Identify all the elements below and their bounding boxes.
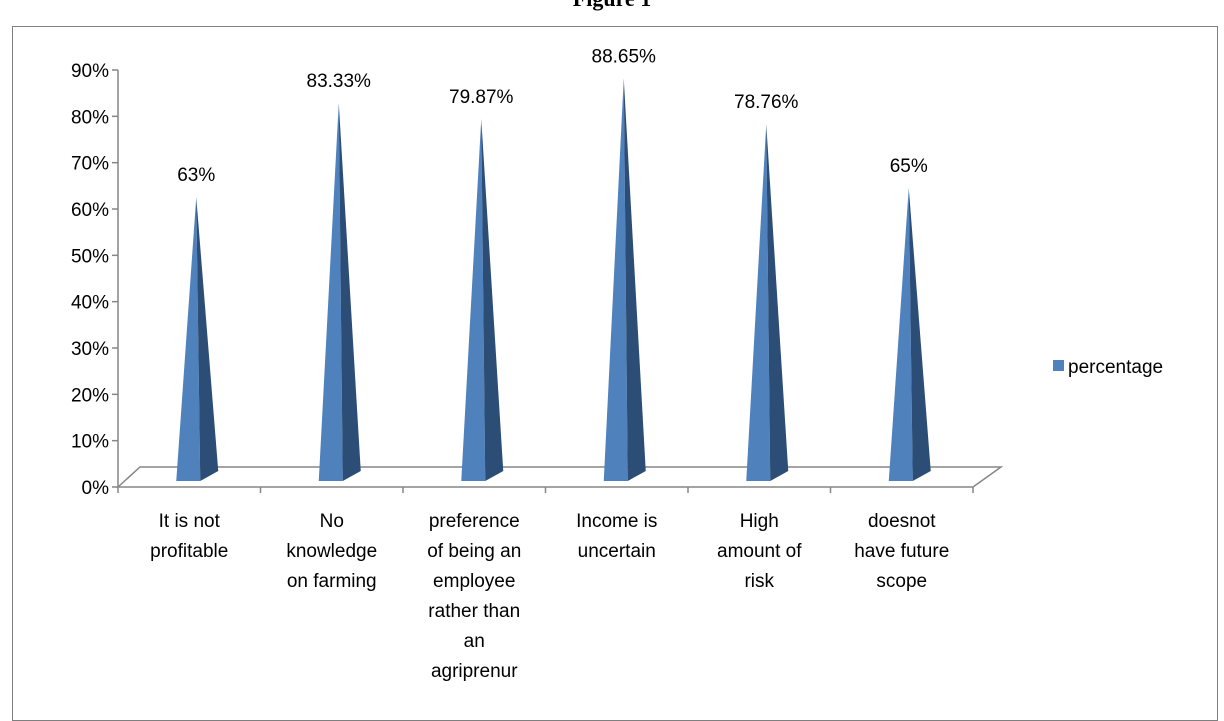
y-tick-label: 70% xyxy=(71,154,109,175)
bar-side-face xyxy=(766,124,789,481)
y-tick-label: 40% xyxy=(71,293,109,314)
y-tick-label: 30% xyxy=(71,339,109,360)
y-tick-label: 80% xyxy=(71,107,109,128)
y-tick-label: 20% xyxy=(71,385,109,406)
bar-front-face xyxy=(888,187,913,482)
data-label: 83.33% xyxy=(307,71,372,92)
bar-front-face xyxy=(318,102,343,482)
bar-side-face xyxy=(481,118,504,481)
bar-side-face xyxy=(908,187,931,482)
legend-marker xyxy=(1053,360,1064,371)
legend-label: percentage xyxy=(1068,357,1163,378)
bar xyxy=(318,102,361,482)
bar-front-face xyxy=(461,118,486,481)
y-tick-label: 50% xyxy=(71,246,109,267)
bar-front-face xyxy=(603,78,628,481)
data-label: 63% xyxy=(177,165,215,186)
bar xyxy=(888,187,931,482)
category-label: preference of being an employee rather than… xyxy=(427,511,521,682)
chart-floor xyxy=(116,466,1004,488)
category-label: It is not profitable xyxy=(150,511,228,562)
y-tick-label: 60% xyxy=(71,200,109,221)
data-label: 88.65% xyxy=(592,46,657,67)
bar-side-face xyxy=(338,102,361,482)
bar-side-face xyxy=(196,197,219,481)
y-tick-label: 90% xyxy=(71,61,109,82)
data-label: 79.87% xyxy=(449,87,514,108)
bar-front-face xyxy=(176,197,201,481)
category-label: High amount of risk xyxy=(717,511,802,592)
bar xyxy=(746,124,789,481)
data-label: 65% xyxy=(890,156,928,177)
y-tick-label: 10% xyxy=(71,432,109,453)
figure-caption: Figure 1 xyxy=(0,0,1224,12)
data-label: 78.76% xyxy=(734,92,799,113)
bar xyxy=(461,118,504,481)
bar xyxy=(176,197,219,481)
bar-side-face xyxy=(623,78,646,481)
category-label: doesnot have future scope xyxy=(854,511,949,592)
category-label: No knowledge on farming xyxy=(286,511,377,592)
bar-front-face xyxy=(746,124,771,481)
bar xyxy=(603,78,646,481)
y-tick-label: 0% xyxy=(82,478,110,499)
category-label: Income is uncertain xyxy=(576,511,657,562)
